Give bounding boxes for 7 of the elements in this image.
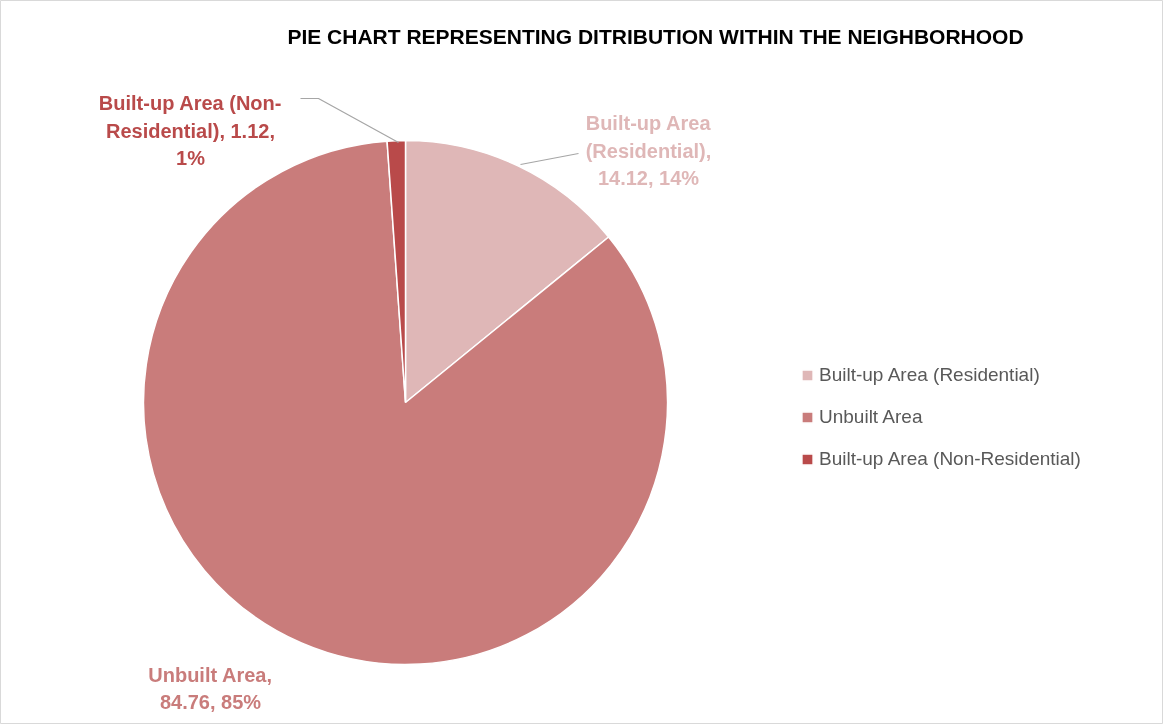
data-label: Built-up Area (Residential), 14.12, 14% — [585, 112, 712, 189]
legend-label: Built-up Area (Residential) — [819, 364, 1040, 386]
data-label: Unbuilt Area, 84.76, 85% — [148, 663, 272, 714]
chart-title: PIE CHART REPRESENTING DITRIBUTION WITHIN THE NEIGHBORHOOD — [287, 25, 1024, 48]
legend-label: Built-up Area (Non-Residential) — [819, 448, 1081, 470]
data-label: Built-up Area (Non-Residential), 1.12, 1% — [98, 92, 282, 169]
legend-label: Unbuilt Area — [819, 406, 923, 428]
